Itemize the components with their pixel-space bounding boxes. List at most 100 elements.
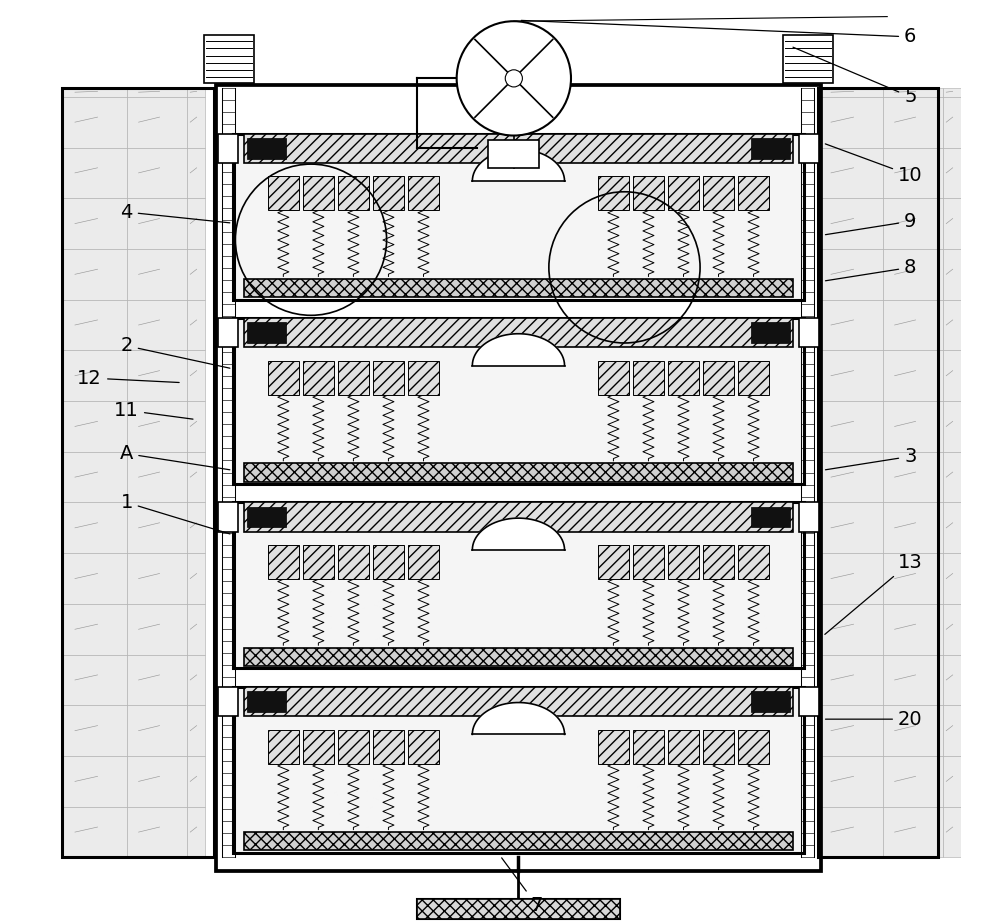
Bar	[62, 705, 127, 756]
Bar	[218, 687, 238, 715]
Bar	[62, 97, 127, 148]
Bar	[187, 655, 205, 705]
Bar	[943, 198, 961, 249]
Bar	[818, 198, 883, 249]
Bar	[216, 85, 821, 871]
Bar	[62, 148, 127, 198]
Bar	[62, 401, 127, 452]
Bar	[943, 300, 961, 350]
Bar	[703, 361, 734, 395]
Bar	[127, 97, 187, 148]
Bar	[127, 655, 187, 705]
Text: 5: 5	[793, 47, 917, 106]
Bar	[62, 655, 127, 705]
Bar	[943, 88, 961, 97]
Bar	[738, 545, 769, 579]
Bar	[62, 249, 127, 300]
Bar	[338, 729, 369, 763]
Bar	[218, 318, 238, 348]
Bar	[373, 729, 404, 763]
Bar	[127, 705, 187, 756]
Bar	[883, 350, 943, 401]
Bar	[943, 553, 961, 604]
Bar	[598, 729, 629, 763]
Bar	[883, 249, 943, 300]
Bar	[799, 687, 819, 715]
Bar	[127, 300, 187, 350]
Bar	[943, 705, 961, 756]
Bar	[244, 502, 793, 531]
Bar	[943, 452, 961, 502]
Bar	[883, 502, 943, 553]
Text: A: A	[120, 444, 230, 470]
Text: 3: 3	[825, 447, 916, 470]
Bar	[268, 176, 299, 210]
Bar	[943, 148, 961, 198]
Bar	[187, 756, 205, 807]
Bar	[187, 604, 205, 655]
Bar	[751, 322, 790, 343]
Bar	[883, 198, 943, 249]
Bar	[883, 756, 943, 807]
Bar	[127, 756, 187, 807]
Bar	[62, 452, 127, 502]
Bar	[187, 97, 205, 148]
Bar	[883, 604, 943, 655]
Bar	[408, 361, 439, 395]
Bar	[303, 361, 334, 395]
Bar	[187, 705, 205, 756]
Bar	[598, 361, 629, 395]
Bar	[244, 647, 793, 666]
Bar	[883, 88, 943, 97]
Bar	[883, 300, 943, 350]
Bar	[62, 88, 214, 857]
Bar	[127, 807, 187, 857]
Bar	[127, 553, 187, 604]
Bar	[943, 604, 961, 655]
Bar	[598, 545, 629, 579]
Bar	[818, 604, 883, 655]
Text: 9: 9	[825, 212, 916, 235]
Bar	[62, 88, 127, 97]
Bar	[883, 97, 943, 148]
Bar	[244, 318, 793, 348]
Text: 12: 12	[77, 369, 179, 387]
Bar	[187, 198, 205, 249]
Bar	[187, 502, 205, 553]
Bar	[883, 452, 943, 502]
Bar	[127, 88, 187, 97]
Polygon shape	[472, 703, 565, 734]
Bar	[751, 691, 790, 712]
Bar	[127, 401, 187, 452]
Bar	[233, 687, 804, 853]
Text: 2: 2	[120, 337, 230, 368]
Bar	[943, 655, 961, 705]
Bar	[818, 553, 883, 604]
Bar	[62, 553, 127, 604]
Bar	[818, 705, 883, 756]
Text: 8: 8	[825, 258, 916, 281]
Bar	[187, 88, 205, 97]
Polygon shape	[472, 334, 565, 365]
Bar	[62, 502, 127, 553]
Bar	[883, 705, 943, 756]
Bar	[303, 545, 334, 579]
Bar	[738, 729, 769, 763]
Bar	[373, 176, 404, 210]
Bar	[417, 899, 620, 919]
Bar	[818, 350, 883, 401]
Bar	[233, 134, 804, 300]
Bar	[883, 148, 943, 198]
Bar	[233, 502, 804, 668]
Bar	[943, 97, 961, 148]
Text: 1: 1	[120, 493, 230, 534]
Bar	[668, 545, 699, 579]
Bar	[247, 322, 286, 343]
Bar	[883, 553, 943, 604]
Bar	[668, 176, 699, 210]
Bar	[127, 198, 187, 249]
Bar	[268, 545, 299, 579]
Bar	[187, 300, 205, 350]
Bar	[799, 318, 819, 348]
Bar	[338, 176, 369, 210]
